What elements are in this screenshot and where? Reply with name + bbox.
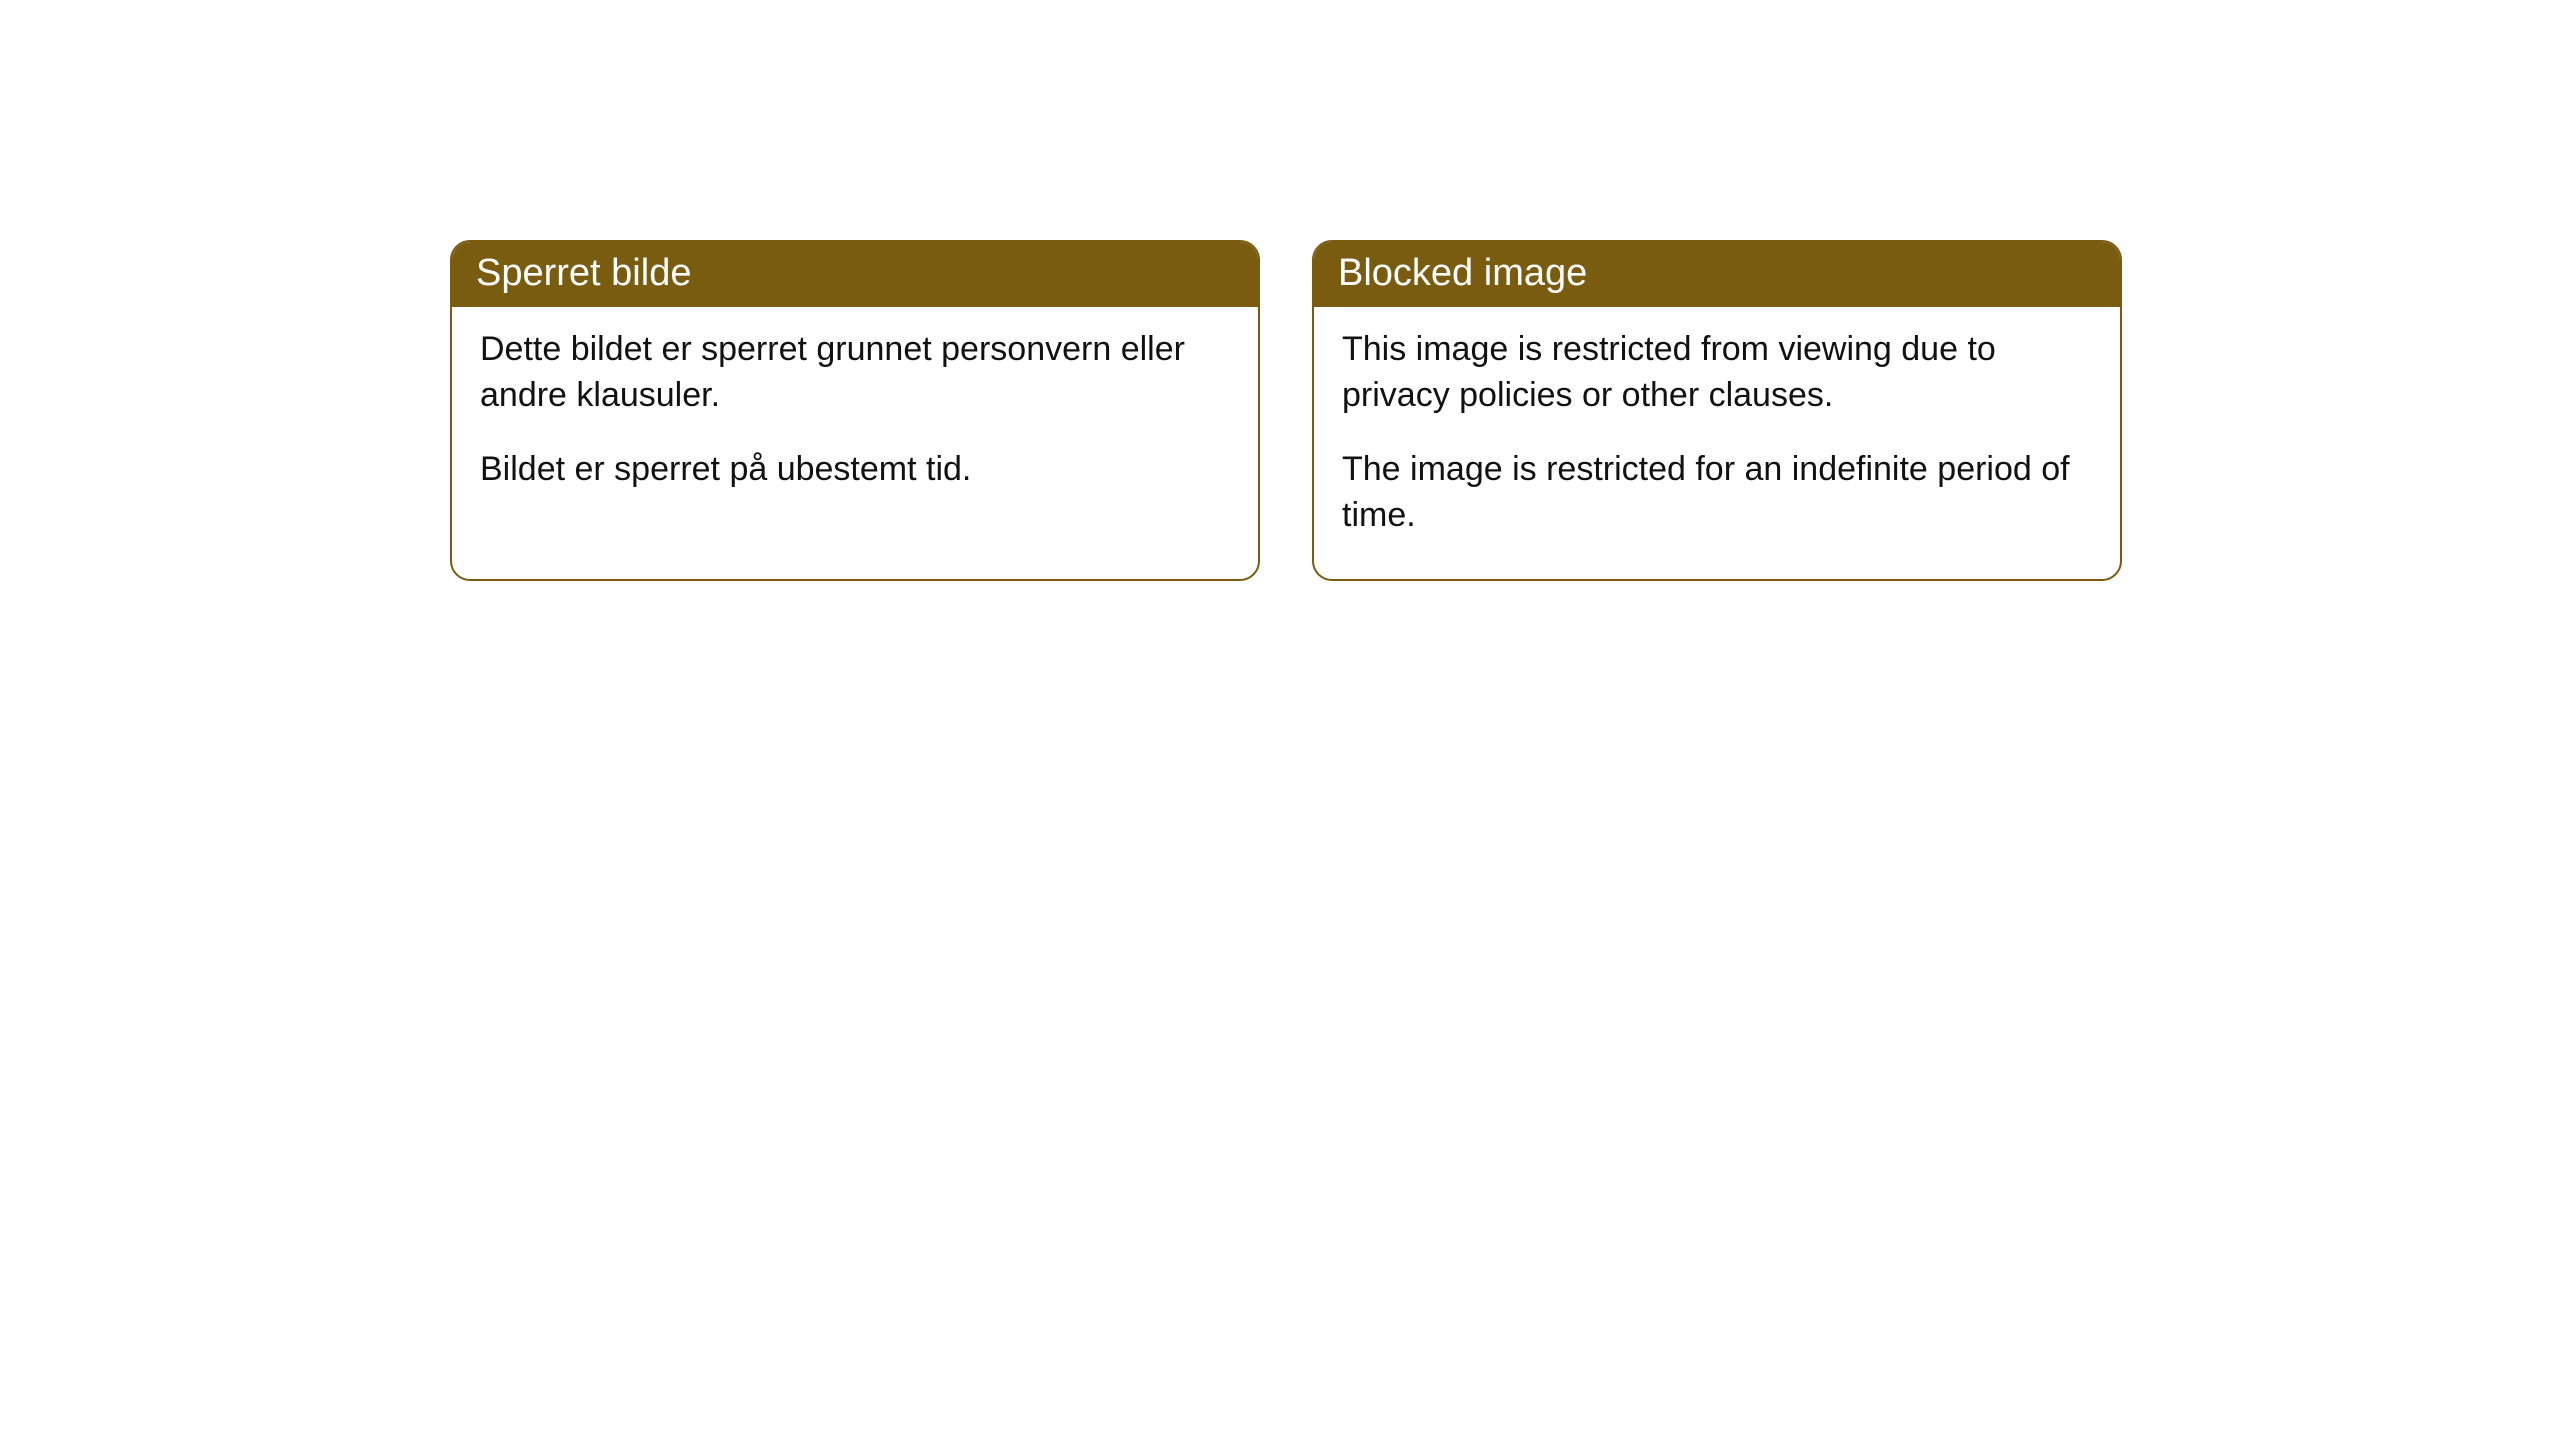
card-body-no: Dette bildet er sperret grunnet personve… xyxy=(452,307,1258,533)
card-paragraph-1-no: Dette bildet er sperret grunnet personve… xyxy=(480,327,1230,419)
card-header-no: Sperret bilde xyxy=(452,242,1258,307)
blocked-image-card-en: Blocked image This image is restricted f… xyxy=(1312,240,2122,581)
card-paragraph-2-en: The image is restricted for an indefinit… xyxy=(1342,447,2092,539)
blocked-image-card-no: Sperret bilde Dette bildet er sperret gr… xyxy=(450,240,1260,581)
card-paragraph-2-no: Bildet er sperret på ubestemt tid. xyxy=(480,447,1230,493)
cards-container: Sperret bilde Dette bildet er sperret gr… xyxy=(450,240,2122,581)
card-body-en: This image is restricted from viewing du… xyxy=(1314,307,2120,579)
card-paragraph-1-en: This image is restricted from viewing du… xyxy=(1342,327,2092,419)
card-header-en: Blocked image xyxy=(1314,242,2120,307)
